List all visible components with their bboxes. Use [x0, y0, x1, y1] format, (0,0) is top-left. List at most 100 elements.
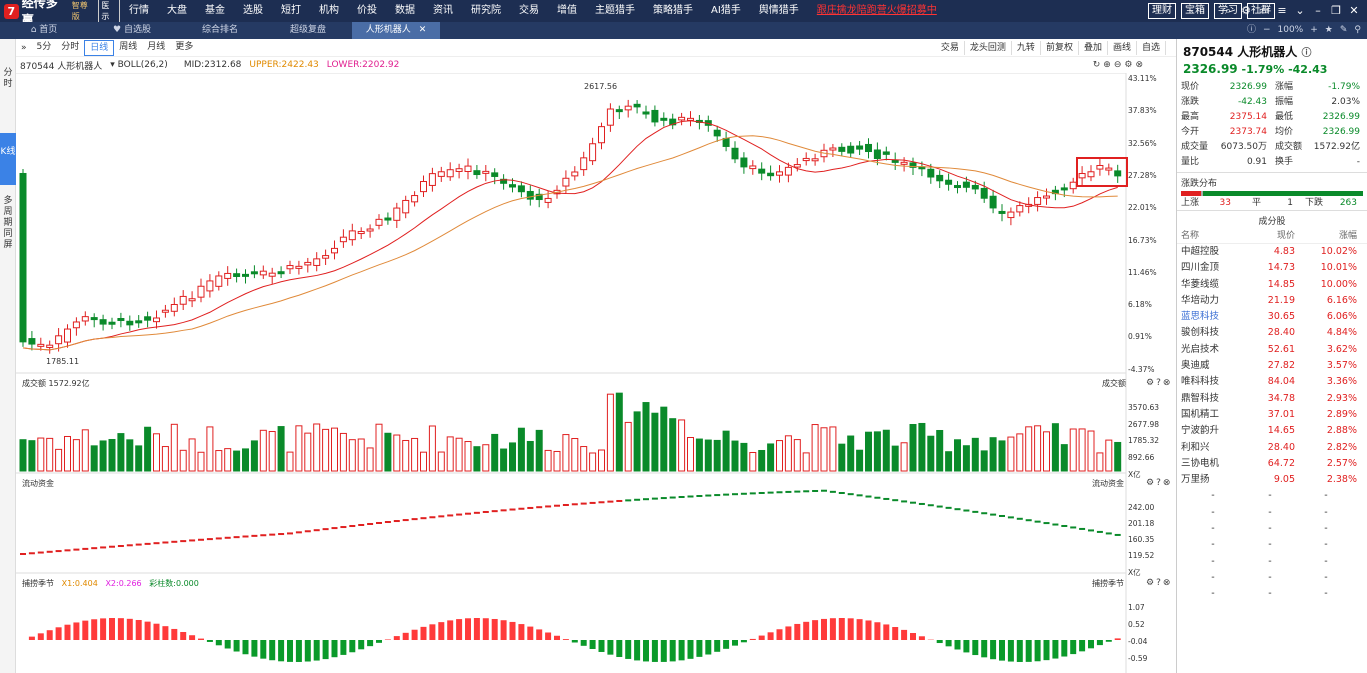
menu-item-6[interactable]: 价投	[357, 5, 377, 16]
window-icon[interactable]: ▭	[1258, 4, 1270, 17]
axis-tick: 0.52	[1128, 620, 1145, 629]
quote-table: 现价 2326.99 涨幅 -1.79% 涨跌 -42.43 振幅 2.03% 最高 2375.1…	[1177, 80, 1367, 170]
app-logo: 7 经传多赢 智尊版 医示	[0, 0, 120, 27]
tool-3[interactable]: 前复权	[1041, 41, 1079, 55]
tab-label: 首页	[39, 25, 58, 35]
minimize-icon[interactable]: –	[1315, 4, 1321, 17]
period-5[interactable]: 更多	[175, 41, 194, 52]
pin-icon[interactable]: ⚲	[1354, 25, 1361, 35]
menu-item-10[interactable]: 交易	[519, 5, 539, 16]
axis-tick: 1.07	[1128, 603, 1145, 612]
chevron-down-icon[interactable]: ⌄	[1295, 4, 1305, 17]
menu-item-13[interactable]: 策略猎手	[653, 5, 693, 16]
sidebar-item-timeshare[interactable]: 分时	[3, 68, 13, 89]
component-row[interactable]: 万里扬 9.05 2.38%	[1181, 474, 1357, 486]
axis-tick: 160.35	[1128, 535, 1155, 544]
component-row[interactable]: 唯科科技 84.04 3.36%	[1181, 376, 1357, 388]
sidebar-item-kline[interactable]: K线	[0, 133, 16, 185]
info-icon[interactable]: ⓘ	[1301, 48, 1312, 59]
zoom-in-icon[interactable]: +	[1310, 25, 1318, 35]
period-0[interactable]: 5分	[36, 41, 52, 52]
top-button-1[interactable]: 宝箱	[1181, 3, 1209, 19]
top-button-2[interactable]: 学习	[1214, 3, 1242, 19]
component-row[interactable]: 利和兴 28.40 2.82%	[1181, 441, 1357, 453]
promo-link[interactable]: 跟庄擒龙陪跑营火爆招募中	[816, 5, 937, 16]
period-4[interactable]: 月线	[147, 41, 166, 52]
component-row[interactable]: 三协电机 64.72 2.57%	[1181, 457, 1357, 469]
menu-item-1[interactable]: 大盘	[167, 5, 187, 16]
menu-item-12[interactable]: 主题猎手	[595, 5, 635, 16]
tool-0[interactable]: 交易	[936, 41, 965, 55]
period-2[interactable]: 日线	[84, 39, 115, 56]
gear-icon[interactable]: ⚙	[1241, 4, 1251, 17]
pen-icon[interactable]: ✎	[1339, 25, 1348, 35]
menu-item-9[interactable]: 研究院	[471, 5, 501, 16]
quote-row: 成交量 6073.50万 成交额 1572.92亿	[1181, 142, 1360, 152]
period-3[interactable]: 周线	[119, 41, 138, 52]
component-row[interactable]: 鼎智科技 34.78 2.93%	[1181, 392, 1357, 404]
info-icon[interactable]: ⓘ	[1246, 25, 1256, 35]
tab-4[interactable]: 人形机器人 ✕	[352, 22, 440, 39]
app-badge[interactable]: 医示	[98, 0, 120, 23]
component-row[interactable]: 宁波韵升 14.65 2.88%	[1181, 425, 1357, 437]
menu-item-2[interactable]: 基金	[205, 5, 225, 16]
tab-2[interactable]: 综合排名	[176, 22, 264, 39]
tab-1[interactable]: ♥ 自选股	[88, 22, 176, 39]
zoom-out-icon[interactable]: −	[1262, 25, 1271, 35]
catch-panel-controls[interactable]: ⚙?⊗	[1146, 578, 1173, 588]
tool-1[interactable]: 龙头回测	[965, 41, 1012, 55]
menu-item-8[interactable]: 资讯	[433, 5, 453, 16]
logo-mark-icon: 7	[4, 3, 19, 19]
kline-chart-svg[interactable]: 2617.56 1785.11	[16, 73, 1176, 673]
tab-0[interactable]: ⌂ 首页	[0, 22, 88, 39]
top-button-0[interactable]: 理财	[1148, 3, 1176, 19]
star-icon[interactable]: ★	[1324, 25, 1333, 35]
sidebar-item-multi-period[interactable]: 多周期同屏	[3, 196, 13, 250]
boll-mid: MID:2312.68	[183, 60, 242, 70]
volume-panel-controls[interactable]: ⚙?⊗	[1146, 378, 1173, 388]
component-row[interactable]: 中超控股 4.83 10.02%	[1181, 246, 1357, 257]
close-tab-icon[interactable]: ✕	[418, 25, 427, 35]
close-icon[interactable]: ✕	[1349, 4, 1359, 17]
flow-panel-controls[interactable]: ⚙?⊗	[1146, 478, 1173, 488]
top-button-3[interactable]: 社群	[1247, 3, 1275, 19]
menu-icon[interactable]: ≡	[1277, 4, 1287, 17]
period-selector: 5分 分时 日线 周线 月线 更多	[32, 39, 199, 56]
menu-item-14[interactable]: AI猎手	[711, 5, 741, 16]
menu-item-5[interactable]: 机构	[319, 5, 339, 16]
menu-item-15[interactable]: 舆情猎手	[758, 5, 799, 16]
component-row[interactable]: 奥迪威 27.82 3.57%	[1181, 360, 1357, 372]
axis-tick: 32.56%	[1128, 138, 1157, 148]
component-row[interactable]: 四川金顶 14.73 10.01%	[1181, 262, 1357, 274]
axis-tick: 3570.63	[1128, 403, 1160, 412]
menu-item-0[interactable]: 行情	[129, 5, 149, 16]
axis-tick: -4.37%	[1128, 364, 1155, 374]
tool-2[interactable]: 九转	[1012, 41, 1041, 55]
period-1[interactable]: 分时	[61, 41, 80, 52]
restore-icon[interactable]: ❐	[1331, 4, 1341, 17]
component-row[interactable]: 骏创科技 28.40 4.84%	[1181, 327, 1357, 339]
axis-tick: X亿	[1128, 470, 1141, 479]
component-row[interactable]: 蓝思科技 30.65 6.06%	[1181, 311, 1357, 323]
axis-tick: -0.04	[1128, 637, 1148, 646]
indicator-select[interactable]: ▾ BOLL(26,2)	[110, 60, 168, 70]
stock-price-line: 2326.99 -1.79% -42.43	[1183, 62, 1328, 76]
tool-5[interactable]: 画线	[1108, 41, 1137, 55]
chart-area[interactable]: 2617.56 1785.11 43.11% 37.83% 32.56% 27.28% 2…	[16, 73, 1176, 673]
component-row[interactable]: 华培动力 21.19 6.16%	[1181, 294, 1357, 306]
indicator-info-bar: 870544 人形机器人 ▾ BOLL(26,2) MID:2312.68 UP…	[16, 57, 1176, 73]
menu-item-4[interactable]: 短打	[281, 5, 301, 16]
component-row[interactable]: 华菱线缆 14.85 10.00%	[1181, 278, 1357, 290]
tab-3[interactable]: 超级复盘	[264, 22, 352, 39]
tool-4[interactable]: 叠加	[1079, 41, 1108, 55]
menu-item-3[interactable]: 选股	[243, 5, 263, 16]
panel-controls-main[interactable]: ↻⊕⊖⚙⊗	[1092, 60, 1146, 70]
axis-tick: 37.83%	[1128, 106, 1157, 116]
menu-item-7[interactable]: 数据	[395, 5, 415, 16]
tool-6[interactable]: 自选	[1137, 41, 1166, 55]
menu-item-11[interactable]: 增值	[557, 5, 577, 16]
search-icon[interactable]: ⌕	[1224, 4, 1232, 17]
component-row[interactable]: 国机精工 37.01 2.89%	[1181, 408, 1357, 420]
component-row[interactable]: 光启技术 52.61 3.62%	[1181, 343, 1357, 355]
collapse-icon[interactable]: »	[21, 42, 27, 53]
